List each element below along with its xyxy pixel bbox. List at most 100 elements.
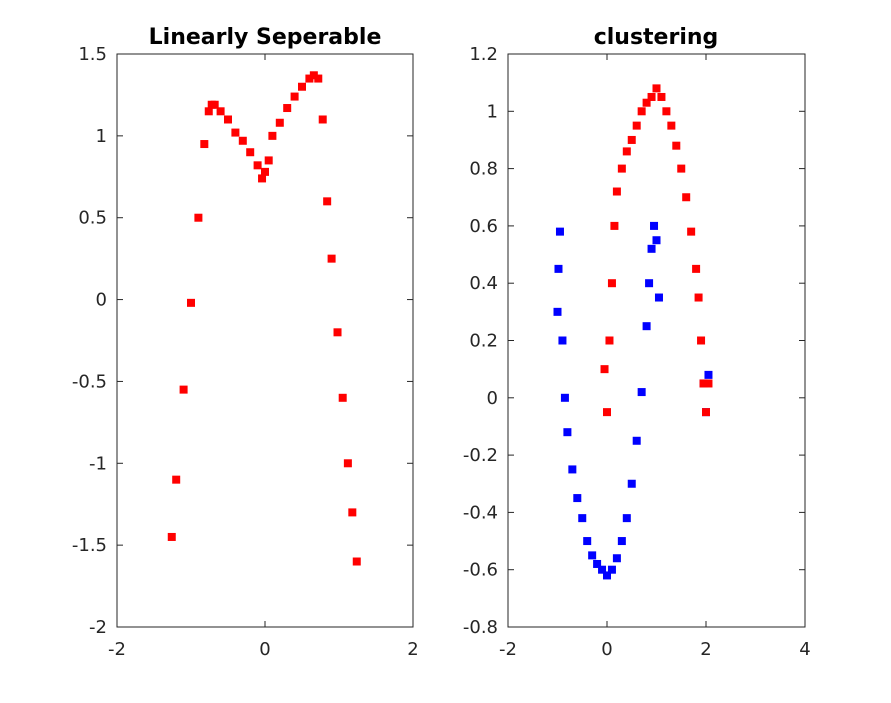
data-point-linearly-separable-s0-22 — [298, 82, 306, 91]
y-tick-label-clustering-5: 0.2 — [469, 331, 498, 352]
axes-box-clustering — [507, 53, 806, 628]
data-point-clustering-s0-11 — [593, 559, 602, 568]
data-point-clustering-s1-21 — [692, 264, 701, 273]
data-point-linearly-separable-s0-9 — [216, 107, 225, 116]
chart-title-clustering: clustering — [594, 25, 719, 50]
data-point-linearly-separable-s0-28 — [327, 254, 336, 263]
data-point-linearly-separable-s0-1 — [172, 475, 181, 484]
data-point-linearly-separable-s0-17 — [264, 156, 273, 165]
data-point-clustering-s1-17 — [672, 141, 681, 150]
data-point-clustering-s0-1 — [554, 264, 563, 273]
x-tick-label-clustering-0: -2 — [499, 639, 517, 660]
panel-linearly-separable: Linearly Seperable -2 0 2 -2 -1.5 -1 -0.5 0 0.5 1… — [72, 25, 419, 660]
y-tick-label-clustering-1: -0.6 — [463, 560, 498, 581]
scatter-points-linearly-separable — [167, 71, 361, 566]
data-point-clustering-s0-15 — [612, 554, 621, 563]
y-tick-label-clustering-3: -0.2 — [463, 445, 498, 466]
data-point-clustering-s1-12 — [647, 92, 656, 101]
data-point-clustering-s1-15 — [662, 107, 671, 116]
data-point-clustering-s0-0 — [553, 307, 562, 316]
axis-ticks-linearly-separable: -2 0 2 -2 -1.5 -1 -0.5 0 0.5 1 1.5 — [72, 44, 419, 660]
data-point-clustering-s1-13 — [652, 84, 661, 93]
data-point-clustering-s0-2 — [555, 227, 564, 236]
data-point-clustering-s0-22 — [645, 279, 654, 288]
data-point-linearly-separable-s0-13 — [246, 148, 255, 157]
x-tick-label-linearly-separable-1: 0 — [259, 639, 270, 660]
y-tick-label-clustering-4: 0 — [487, 388, 498, 409]
data-point-linearly-separable-s0-15 — [258, 174, 267, 183]
data-point-clustering-s0-17 — [622, 514, 631, 523]
data-point-linearly-separable-s0-26 — [318, 115, 327, 124]
data-point-clustering-s1-9 — [632, 121, 641, 130]
x-tick-label-clustering-3: 4 — [799, 639, 810, 660]
y-tick-label-linearly-separable-5: 0.5 — [78, 208, 107, 229]
data-point-clustering-s1-23 — [697, 336, 706, 345]
data-point-clustering-s1-20 — [687, 227, 696, 236]
y-tick-label-linearly-separable-4: 0 — [96, 290, 107, 311]
data-point-clustering-s1-24 — [699, 379, 708, 388]
data-point-clustering-s0-13 — [603, 571, 611, 580]
data-point-clustering-s0-24 — [650, 221, 659, 230]
data-point-linearly-separable-s0-0 — [167, 532, 176, 541]
y-tick-label-clustering-2: -0.4 — [463, 502, 498, 523]
data-point-clustering-s0-10 — [588, 551, 597, 560]
data-point-clustering-s1-8 — [627, 135, 636, 144]
data-point-linearly-separable-s0-2 — [179, 385, 188, 394]
data-point-clustering-s0-5 — [563, 428, 572, 437]
data-point-linearly-separable-s0-18 — [268, 131, 277, 140]
data-point-linearly-separable-s0-19 — [275, 118, 284, 127]
data-point-clustering-s1-19 — [682, 193, 691, 202]
data-point-clustering-s0-23 — [647, 244, 656, 253]
x-tick-label-clustering-2: 2 — [700, 639, 711, 660]
data-point-clustering-s0-12 — [598, 565, 607, 574]
data-point-clustering-s1-11 — [642, 98, 651, 107]
data-point-linearly-separable-s0-30 — [338, 393, 347, 402]
data-point-clustering-s0-9 — [583, 537, 592, 546]
chart-title-linearly-separable: Linearly Seperable — [149, 25, 382, 50]
data-point-clustering-s1-22 — [694, 293, 703, 302]
data-point-linearly-separable-s0-8 — [210, 100, 219, 109]
data-point-linearly-separable-s0-16 — [261, 167, 269, 176]
data-point-clustering-s0-20 — [637, 388, 646, 397]
data-point-linearly-separable-s0-23 — [305, 74, 314, 83]
data-point-linearly-separable-s0-33 — [352, 557, 361, 566]
scatter-points-clustering — [553, 84, 713, 580]
y-tick-label-linearly-separable-1: -1.5 — [72, 535, 107, 556]
data-point-clustering-s1-18 — [677, 164, 686, 173]
data-point-linearly-separable-s0-10 — [224, 115, 232, 124]
data-point-clustering-s1-26 — [704, 379, 713, 388]
data-point-linearly-separable-s0-5 — [200, 140, 209, 149]
y-tick-label-clustering-6: 0.4 — [469, 273, 498, 294]
axis-ticks-clustering: -2 0 2 4 -0.8 -0.6 -0.4 -0.2 0 0.2 0.4 0.6 0.8 1 1.2 — [463, 44, 811, 660]
y-tick-label-clustering-10: 1.2 — [469, 44, 498, 65]
data-point-clustering-s0-19 — [632, 436, 641, 445]
data-point-linearly-separable-s0-12 — [238, 136, 247, 145]
y-tick-label-linearly-separable-0: -2 — [89, 617, 107, 638]
data-point-clustering-s1-4 — [610, 221, 619, 230]
data-point-clustering-s1-2 — [605, 336, 614, 345]
data-point-clustering-s1-25 — [702, 408, 710, 417]
axes-box-linearly-separable — [116, 53, 414, 628]
y-tick-label-clustering-8: 0.8 — [469, 159, 498, 180]
data-point-linearly-separable-s0-6 — [204, 107, 213, 116]
data-point-clustering-s1-6 — [617, 164, 626, 173]
data-point-clustering-s0-14 — [607, 565, 616, 574]
data-point-linearly-separable-s0-4 — [194, 213, 203, 222]
panel-clustering: clustering -2 0 2 4 -0.8 -0.6 -0.4 -0.2 0 0.2 0.4 0… — [463, 25, 811, 660]
data-point-clustering-s0-21 — [642, 322, 651, 331]
data-point-clustering-s1-1 — [603, 408, 611, 417]
data-point-clustering-s0-25 — [652, 236, 661, 245]
y-tick-label-linearly-separable-6: 1 — [96, 126, 107, 147]
data-point-linearly-separable-s0-31 — [343, 459, 352, 468]
y-tick-label-linearly-separable-3: -0.5 — [72, 371, 107, 392]
data-point-clustering-s1-3 — [607, 279, 616, 288]
data-point-clustering-s0-18 — [627, 479, 636, 488]
x-tick-label-linearly-separable-2: 2 — [407, 639, 418, 660]
data-point-clustering-s1-16 — [667, 121, 676, 130]
data-point-linearly-separable-s0-21 — [290, 92, 299, 101]
data-point-linearly-separable-s0-25 — [314, 74, 323, 83]
data-point-linearly-separable-s0-20 — [283, 104, 292, 113]
data-point-clustering-s1-10 — [637, 107, 646, 116]
data-point-linearly-separable-s0-24 — [309, 71, 318, 80]
